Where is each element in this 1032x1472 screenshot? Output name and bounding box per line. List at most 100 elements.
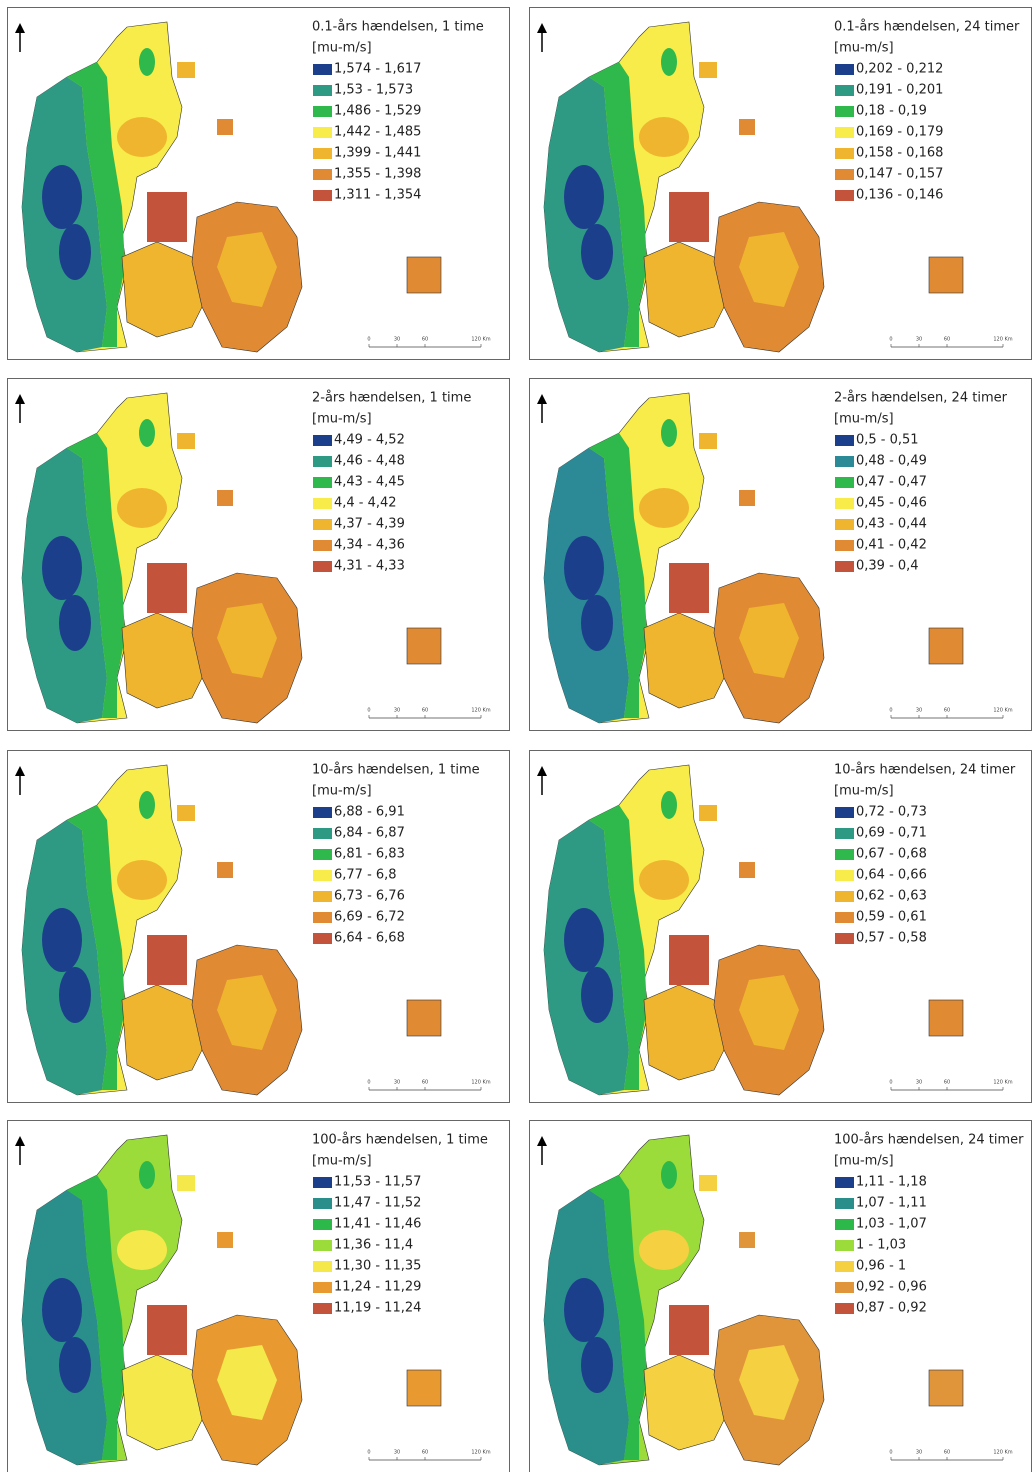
- legend-label: 11,36 - 11,4: [334, 1238, 413, 1253]
- region-core: [59, 967, 91, 1023]
- scale-label: 60: [944, 337, 950, 343]
- land-small: [699, 62, 717, 78]
- region-zealand-inner: [217, 603, 277, 678]
- region-zealand-inner: [739, 975, 799, 1050]
- region-core: [564, 165, 604, 229]
- region-core: [59, 224, 91, 280]
- region-middle: [589, 62, 647, 347]
- legend-title: 2-års hændelsen, 24 timer: [834, 391, 1008, 406]
- legend-swatch: [313, 912, 332, 923]
- scale-label: 30: [916, 1080, 922, 1086]
- region-zealand-inner: [739, 1345, 799, 1420]
- land-small: [177, 62, 195, 78]
- land-funen: [643, 984, 730, 1081]
- legend-swatch: [313, 1303, 332, 1314]
- legend-title: 100-års hændelsen, 24 timer: [834, 1133, 1024, 1148]
- legend-swatch: [835, 849, 854, 860]
- legend-unit: [mu-m/s]: [312, 784, 372, 799]
- legend-swatch: [313, 540, 332, 551]
- region-core: [564, 908, 604, 972]
- legend-label: 0,136 - 0,146: [856, 188, 943, 203]
- legend-label: 11,47 - 11,52: [334, 1196, 421, 1211]
- legend-swatch: [835, 540, 854, 551]
- north-arrow-head: [537, 394, 547, 404]
- legend-swatch: [313, 85, 332, 96]
- land-bornholm: [406, 256, 442, 294]
- region-east: [117, 860, 167, 900]
- map-panel: 10-års hændelsen, 24 timer [mu-m/s] 0,72 -…: [529, 750, 1032, 1103]
- legend-label: 1 - 1,03: [856, 1238, 906, 1253]
- legend-swatch: [835, 807, 854, 818]
- land-bornholm: [928, 627, 964, 665]
- legend-label: 6,73 - 6,76: [334, 889, 405, 904]
- land-small: [739, 1232, 755, 1248]
- scale-label: 60: [944, 1450, 950, 1456]
- region-middle: [589, 805, 647, 1090]
- scale-label: 120 Km: [993, 708, 1012, 714]
- legend-swatch: [313, 1219, 332, 1230]
- legend-title: 2-års hændelsen, 1 time: [312, 391, 471, 406]
- legend-unit: [mu-m/s]: [312, 412, 372, 427]
- land-small: [217, 1232, 233, 1248]
- scale-label: 120 Km: [471, 708, 490, 714]
- legend-title: 0.1-års hændelsen, 1 time: [312, 20, 484, 35]
- land-small: [699, 1175, 717, 1191]
- map-panel: 2-års hændelsen, 24 timer [mu-m/s] 0,5 - 0…: [529, 378, 1032, 731]
- legend-swatch: [313, 1177, 332, 1188]
- legend-label: 0,59 - 0,61: [856, 910, 927, 925]
- scale-label: 30: [394, 337, 400, 343]
- legend-swatch: [835, 106, 854, 117]
- land-small: [739, 490, 755, 506]
- region-core: [42, 536, 82, 600]
- legend-swatch: [313, 1261, 332, 1272]
- legend-label: 4,43 - 4,45: [334, 475, 405, 490]
- legend-swatch: [835, 828, 854, 839]
- legend-label: 0,43 - 0,44: [856, 517, 927, 532]
- land-islands: [669, 192, 709, 242]
- legend-label: 0,158 - 0,168: [856, 146, 943, 161]
- region-core: [59, 595, 91, 651]
- legend-swatch: [835, 519, 854, 530]
- legend-label: 1,442 - 1,485: [334, 125, 421, 140]
- region-zealand-inner: [217, 232, 277, 307]
- legend-label: 6,88 - 6,91: [334, 805, 405, 820]
- land-bornholm: [928, 1369, 964, 1407]
- legend-label: 4,49 - 4,52: [334, 433, 405, 448]
- legend-swatch: [313, 435, 332, 446]
- legend-label: 0,69 - 0,71: [856, 826, 927, 841]
- legend-swatch: [313, 807, 332, 818]
- legend-label: 1,486 - 1,529: [334, 104, 421, 119]
- map-panel: 10-års hændelsen, 1 time [mu-m/s] 6,88 - 6…: [7, 750, 510, 1103]
- region-east: [117, 1230, 167, 1270]
- legend-swatch: [313, 456, 332, 467]
- legend-swatch: [835, 1261, 854, 1272]
- scale-label: 120 Km: [471, 1080, 490, 1086]
- region-core: [564, 536, 604, 600]
- legend-label: 1,311 - 1,354: [334, 188, 421, 203]
- region-east: [639, 117, 689, 157]
- legend-label: 0,92 - 0,96: [856, 1280, 927, 1295]
- north-arrow-head: [15, 766, 25, 776]
- land-small: [217, 862, 233, 878]
- legend-label: 0,47 - 0,47: [856, 475, 927, 490]
- north-arrow-head: [15, 394, 25, 404]
- scale-label: 0: [367, 1450, 370, 1456]
- scale-label: 30: [394, 1450, 400, 1456]
- scale-label: 30: [916, 1450, 922, 1456]
- scale-label: 0: [367, 337, 370, 343]
- land-funen: [121, 984, 208, 1081]
- scale-label: 30: [916, 337, 922, 343]
- region-core: [42, 1278, 82, 1342]
- land-bornholm: [406, 999, 442, 1037]
- legend-label: 0,96 - 1: [856, 1259, 906, 1274]
- legend-label: 6,64 - 6,68: [334, 931, 405, 946]
- legend-label: 4,46 - 4,48: [334, 454, 405, 469]
- legend-label: 0,48 - 0,49: [856, 454, 927, 469]
- scale-label: 60: [422, 1080, 428, 1086]
- legend-label: 0,147 - 0,157: [856, 167, 943, 182]
- region-east: [117, 117, 167, 157]
- region-zealand-inner: [217, 1345, 277, 1420]
- legend-label: 1,574 - 1,617: [334, 62, 421, 77]
- legend-swatch: [835, 435, 854, 446]
- legend-label: 4,37 - 4,39: [334, 517, 405, 532]
